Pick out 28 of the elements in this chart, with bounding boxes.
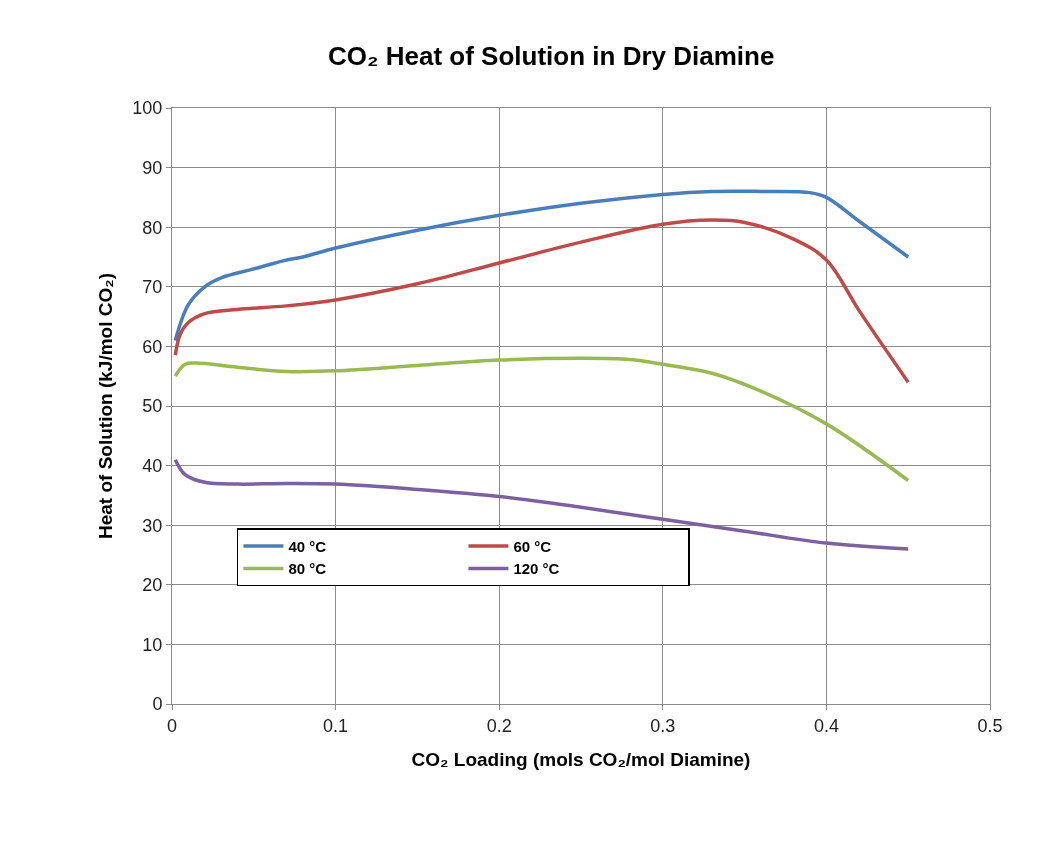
chart-title: CO₂ Heat of Solution in Dry Diamine — [328, 41, 775, 72]
y-tick-label: 50 — [142, 396, 163, 417]
y-tick-label: 30 — [142, 515, 163, 536]
line-series — [173, 218, 910, 384]
legend-label: 120 °C — [513, 560, 560, 578]
x-tick-label: 0.4 — [813, 715, 839, 736]
y-tick-label: 0 — [152, 694, 163, 715]
y-tick-label: 10 — [142, 634, 163, 655]
legend-label: 60 °C — [513, 537, 552, 555]
y-tick-label: 70 — [142, 277, 163, 298]
y-tick-label: 100 — [132, 98, 163, 119]
y-tick-label: 60 — [142, 336, 163, 357]
y-axis-title: Heat of Solution (kJ/mol CO₂) — [95, 273, 117, 539]
x-tick-label: 0.1 — [323, 715, 349, 736]
y-tick-label: 40 — [142, 455, 163, 476]
legend-label: 40 °C — [288, 537, 327, 555]
y-tick-label: 90 — [142, 157, 163, 178]
x-tick-label: 0.5 — [977, 715, 1003, 736]
line-series — [173, 356, 910, 483]
x-axis-title: CO₂ Loading (mols CO₂/mol Diamine) — [411, 749, 751, 771]
y-tick-label: 80 — [142, 217, 163, 238]
line-series — [173, 189, 910, 343]
line-series — [173, 457, 910, 551]
legend-label: 80 °C — [288, 560, 327, 578]
x-tick-label: 0.3 — [650, 715, 676, 736]
y-tick-label: 20 — [142, 575, 163, 596]
x-tick-label: 0.2 — [486, 715, 512, 736]
x-tick-label: 0 — [166, 715, 178, 736]
